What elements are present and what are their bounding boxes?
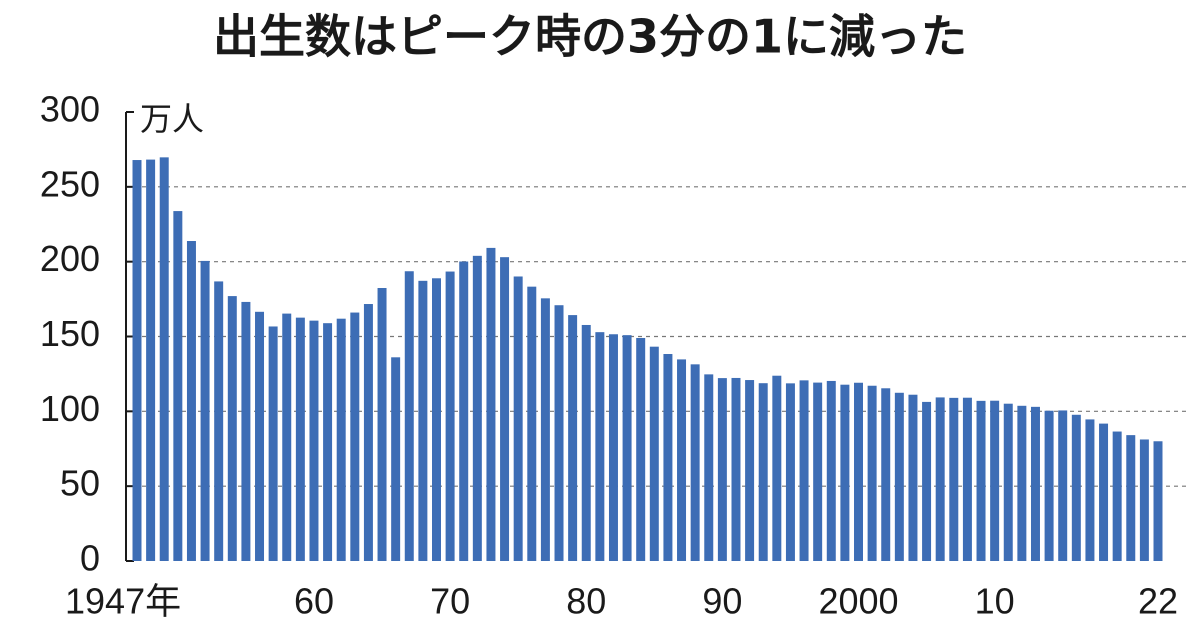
bar bbox=[1058, 410, 1068, 561]
bar bbox=[363, 304, 373, 561]
chart-title: 出生数はピーク時の3分の1に減った bbox=[213, 10, 967, 64]
bar bbox=[404, 271, 414, 561]
bar bbox=[935, 397, 945, 561]
bar bbox=[1003, 403, 1013, 561]
bar bbox=[1085, 419, 1095, 561]
bar bbox=[636, 337, 646, 561]
bar bbox=[214, 281, 224, 561]
y-tick-label: 50 bbox=[60, 463, 100, 504]
bar bbox=[241, 301, 251, 561]
bar bbox=[227, 296, 237, 561]
bar bbox=[255, 311, 265, 561]
bar bbox=[881, 388, 891, 561]
bar bbox=[649, 346, 659, 561]
bar bbox=[1139, 439, 1149, 561]
bar bbox=[1112, 431, 1122, 561]
bar bbox=[527, 286, 537, 561]
bar bbox=[1030, 406, 1040, 561]
bar bbox=[908, 394, 918, 561]
bar bbox=[962, 397, 972, 561]
bar bbox=[772, 375, 782, 561]
bar bbox=[581, 324, 591, 561]
bar bbox=[186, 241, 196, 561]
bar bbox=[1044, 410, 1054, 561]
bar bbox=[459, 261, 469, 561]
bar bbox=[731, 377, 741, 561]
y-tick-label: 0 bbox=[80, 538, 100, 579]
bar bbox=[677, 359, 687, 561]
bar bbox=[1126, 435, 1136, 561]
bar bbox=[568, 315, 578, 561]
x-tick-label: 22 bbox=[1138, 581, 1178, 622]
bar bbox=[922, 401, 932, 561]
bar bbox=[323, 323, 333, 561]
x-tick-label: 1947年 bbox=[65, 581, 181, 622]
bar bbox=[894, 392, 904, 561]
bar bbox=[445, 271, 455, 561]
bar bbox=[867, 385, 877, 561]
bar bbox=[976, 400, 986, 561]
bar bbox=[608, 334, 618, 561]
bar bbox=[159, 157, 169, 561]
bar bbox=[350, 312, 360, 561]
x-tick-label: 10 bbox=[975, 581, 1015, 622]
bar bbox=[336, 318, 346, 561]
x-tick-label: 80 bbox=[566, 581, 606, 622]
bar bbox=[1099, 423, 1109, 561]
bar bbox=[432, 278, 441, 561]
bar bbox=[840, 384, 850, 561]
bar bbox=[268, 326, 278, 561]
bar bbox=[704, 374, 714, 561]
bar bbox=[717, 378, 727, 561]
bar bbox=[472, 255, 482, 562]
y-unit: 万人 bbox=[140, 100, 204, 138]
bar bbox=[1153, 441, 1163, 561]
bar bbox=[595, 332, 605, 561]
bar bbox=[500, 257, 510, 561]
bar bbox=[990, 400, 1000, 561]
bar bbox=[146, 159, 156, 561]
bar bbox=[854, 382, 863, 561]
bar bbox=[391, 357, 401, 561]
bar bbox=[799, 380, 809, 561]
bar bbox=[758, 383, 768, 561]
y-tick-label: 150 bbox=[40, 313, 100, 354]
y-tick-label: 250 bbox=[40, 163, 100, 204]
x-tick-label: 70 bbox=[430, 581, 470, 622]
bar bbox=[309, 320, 319, 561]
bar bbox=[173, 211, 183, 561]
bar bbox=[282, 313, 292, 561]
x-tick-label: 60 bbox=[294, 581, 334, 622]
bar bbox=[377, 288, 387, 561]
bar bbox=[418, 280, 428, 561]
bar bbox=[663, 354, 673, 561]
y-tick-label: 300 bbox=[40, 89, 100, 130]
bar bbox=[486, 247, 496, 561]
x-tick-label: 2000 bbox=[818, 581, 898, 622]
bar bbox=[622, 335, 632, 561]
y-tick-label: 200 bbox=[40, 238, 100, 279]
bar bbox=[1017, 405, 1027, 561]
bar bbox=[513, 276, 523, 561]
bar bbox=[540, 298, 550, 561]
bar bbox=[1071, 414, 1081, 561]
bar bbox=[785, 383, 795, 561]
x-tick-label: 90 bbox=[702, 581, 742, 622]
bar bbox=[554, 305, 564, 561]
bar bbox=[132, 160, 142, 561]
bar bbox=[949, 397, 959, 561]
bar bbox=[295, 317, 305, 561]
bar bbox=[745, 380, 755, 561]
y-tick-label: 100 bbox=[40, 388, 100, 429]
bar bbox=[690, 364, 700, 561]
bar bbox=[813, 382, 823, 561]
bar bbox=[826, 380, 836, 561]
bar bbox=[200, 260, 210, 561]
